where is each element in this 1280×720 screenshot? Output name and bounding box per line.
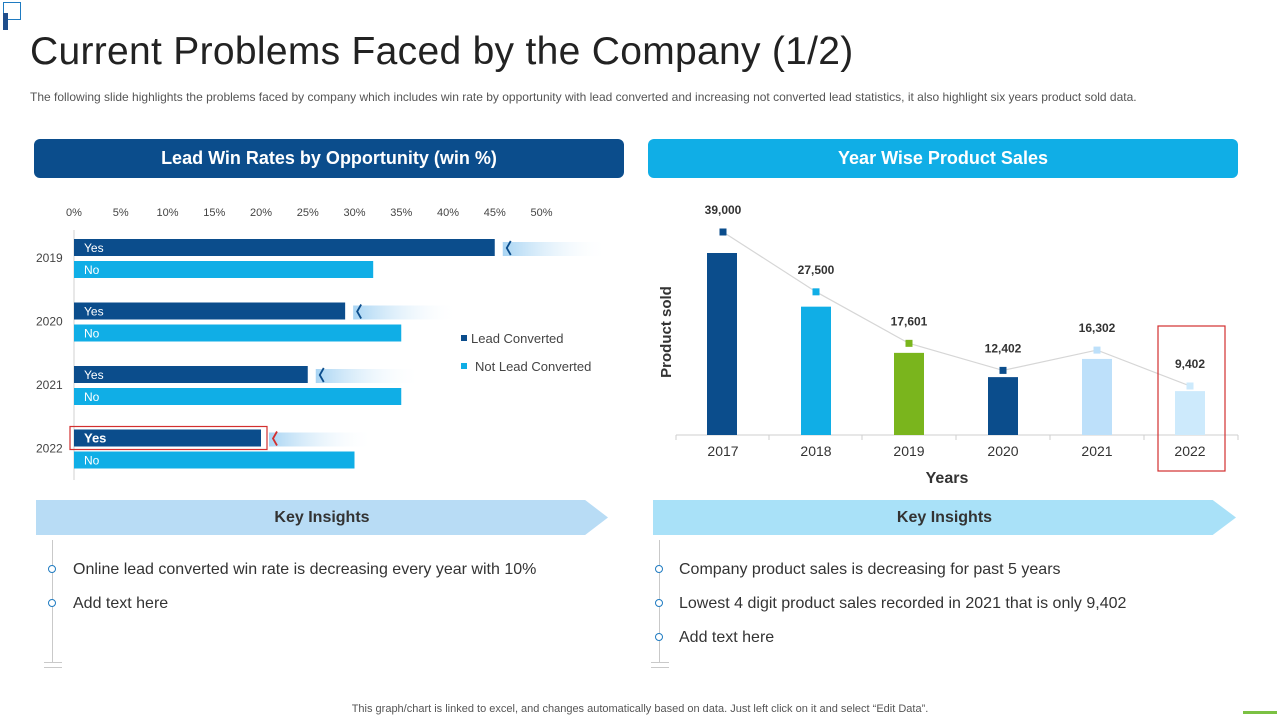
product-sales-chart[interactable]: 39,000 2017 27,500 2018 17,601 2019 12,402 2020… bbox=[658, 203, 1239, 487]
chevron-left-icon bbox=[271, 431, 278, 446]
x-tick-label: 5% bbox=[113, 207, 129, 219]
x-tick-label: 30% bbox=[343, 207, 365, 219]
footer-note: This graph/chart is linked to excel, and… bbox=[351, 703, 929, 715]
x-category-label: 2020 bbox=[987, 443, 1018, 459]
legend-swatch bbox=[461, 363, 467, 369]
y-axis-title: Product sold bbox=[658, 286, 675, 378]
chevron-left-icon bbox=[318, 367, 325, 383]
x-category-label: 2019 bbox=[893, 443, 924, 459]
bar-lead-converted[interactable] bbox=[74, 366, 308, 383]
x-category-label: 2018 bbox=[800, 443, 831, 459]
charts-canvas[interactable]: 0% 5% 10% 15% 20% 25% 30% 35% 40% 45% 50% 2019 Yes No… bbox=[0, 0, 1280, 500]
left-insight-1: Online lead converted win rate is decrea… bbox=[73, 561, 537, 578]
x-tick-label: 20% bbox=[250, 207, 272, 219]
x-tick-label: 15% bbox=[203, 207, 225, 219]
trend-arrow-trail bbox=[269, 432, 374, 447]
highlight-box bbox=[69, 425, 268, 451]
y-category-label: 2022 bbox=[36, 442, 63, 456]
corner-accent bbox=[3, 13, 8, 30]
trend-line bbox=[722, 231, 1191, 387]
trend-marker bbox=[1093, 346, 1101, 354]
key-insights-right-header: Key Insights bbox=[653, 500, 1236, 535]
bar-label-yes: Yes bbox=[84, 431, 106, 446]
footer-accent-line bbox=[1243, 711, 1277, 714]
value-label: 27,500 bbox=[798, 263, 835, 277]
x-axis-title: Years bbox=[926, 470, 969, 487]
bar-label-yes: Yes bbox=[84, 368, 104, 382]
corner-frame-icon bbox=[3, 2, 21, 20]
bullet-dot-icon bbox=[655, 633, 663, 641]
product-sales-header: Year Wise Product Sales bbox=[648, 139, 1238, 178]
value-label: 17,601 bbox=[891, 314, 928, 328]
sales-bar[interactable] bbox=[1175, 391, 1205, 435]
bar-not-lead-converted[interactable] bbox=[74, 324, 402, 342]
value-label: 39,000 bbox=[705, 203, 742, 217]
y-category-label: 2019 bbox=[36, 251, 63, 265]
value-label: 12,402 bbox=[985, 341, 1022, 355]
value-label: 16,302 bbox=[1079, 321, 1116, 335]
right-insight-2: Lowest 4 digit product sales recorded in… bbox=[679, 595, 1127, 612]
x-category-label: 2021 bbox=[1081, 443, 1112, 459]
trend-marker bbox=[999, 366, 1007, 374]
lead-win-rates-header: Lead Win Rates by Opportunity (win %) bbox=[34, 139, 624, 178]
right-insight-1: Company product sales is decreasing for … bbox=[679, 561, 1061, 578]
sales-bar[interactable] bbox=[988, 377, 1018, 435]
bar-lead-converted[interactable] bbox=[74, 239, 495, 256]
trend-marker bbox=[719, 228, 727, 236]
bullet-dot-icon bbox=[655, 599, 663, 607]
legend-label: Not Lead Converted bbox=[475, 359, 591, 374]
x-category-label: 2017 bbox=[707, 443, 738, 459]
x-tick-label: 10% bbox=[156, 207, 178, 219]
sales-bar[interactable] bbox=[1082, 358, 1112, 435]
chevron-left-icon bbox=[356, 304, 362, 319]
y-category-label: 2021 bbox=[36, 378, 63, 392]
x-tick-label: 45% bbox=[484, 207, 506, 219]
bar-label-yes: Yes bbox=[84, 241, 104, 255]
x-tick-label: 0% bbox=[66, 207, 82, 219]
bullet-guide-left-foot bbox=[44, 662, 62, 668]
bar-not-lead-converted[interactable] bbox=[74, 451, 355, 469]
x-category-label: 2022 bbox=[1174, 443, 1205, 459]
trend-marker bbox=[1186, 382, 1194, 390]
bar-label-yes: Yes bbox=[84, 305, 104, 319]
sales-bar[interactable] bbox=[894, 352, 924, 435]
bar-label-no: No bbox=[84, 327, 100, 341]
key-insights-left-header: Key Insights bbox=[36, 500, 608, 535]
highlight-box bbox=[1157, 325, 1226, 472]
lead-win-rates-chart[interactable]: 0% 5% 10% 15% 20% 25% 30% 35% 40% 45% 50% 2019 Yes No… bbox=[36, 207, 608, 480]
x-tick-label: 35% bbox=[390, 207, 412, 219]
bullet-guide-right-foot bbox=[651, 662, 669, 668]
legend-swatch bbox=[461, 335, 467, 341]
bar-label-no: No bbox=[84, 454, 100, 468]
bar-not-lead-converted[interactable] bbox=[74, 388, 402, 405]
sales-bar[interactable] bbox=[801, 306, 831, 435]
bar-lead-converted[interactable] bbox=[74, 302, 346, 320]
trend-marker bbox=[812, 288, 820, 296]
x-tick-label: 40% bbox=[437, 207, 459, 219]
bullet-dot-icon bbox=[48, 565, 56, 573]
bar-label-no: No bbox=[84, 263, 100, 277]
x-tick-label: 25% bbox=[297, 207, 319, 219]
value-label: 9,402 bbox=[1175, 357, 1205, 371]
chevron-left-icon bbox=[505, 240, 512, 256]
y-category-label: 2020 bbox=[36, 315, 63, 329]
left-insight-2: Add text here bbox=[73, 595, 169, 612]
trend-arrow-trail bbox=[353, 305, 459, 320]
page-title: Current Problems Faced by the Company (1… bbox=[30, 30, 854, 73]
trend-arrow-trail bbox=[502, 242, 608, 256]
bar-label-no: No bbox=[84, 390, 100, 404]
bar-not-lead-converted[interactable] bbox=[74, 261, 374, 278]
page-subtitle: The following slide highlights the probl… bbox=[30, 90, 1137, 104]
x-tick-label: 50% bbox=[530, 207, 552, 219]
bar-lead-converted[interactable] bbox=[74, 429, 261, 447]
bullet-dot-icon bbox=[655, 565, 663, 573]
right-insight-3: Add text here bbox=[679, 629, 775, 646]
trend-marker bbox=[905, 339, 913, 347]
bullet-dot-icon bbox=[48, 599, 56, 607]
sales-bar[interactable] bbox=[707, 253, 737, 435]
legend-label: Lead Converted bbox=[471, 331, 564, 346]
trend-arrow-trail bbox=[315, 369, 421, 383]
